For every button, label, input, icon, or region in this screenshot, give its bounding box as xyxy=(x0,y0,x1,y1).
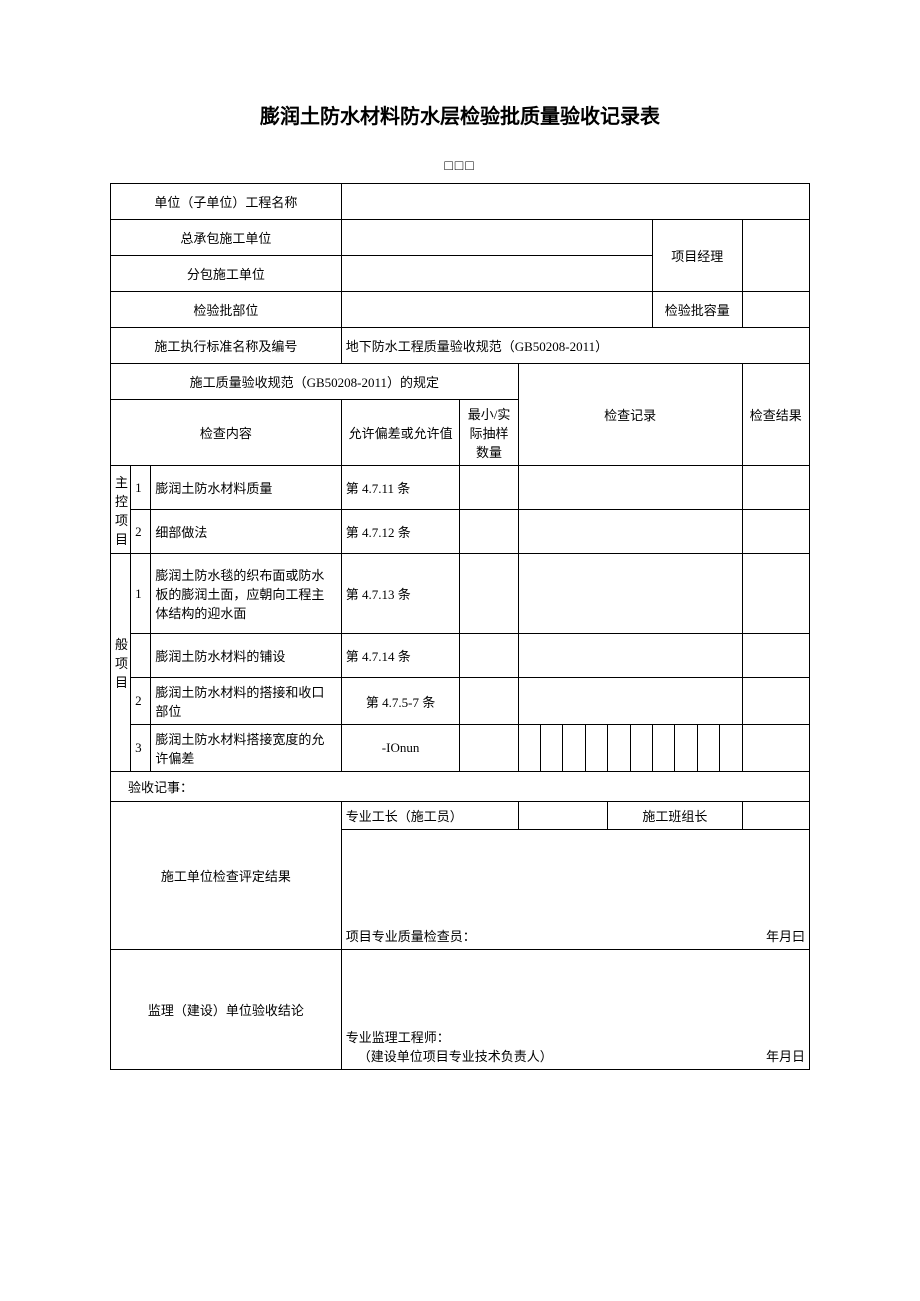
allow-value: 第 4.7.14 条 xyxy=(341,634,460,678)
check-content: 膨润土防水材料的搭接和收口部位 xyxy=(151,678,341,725)
table-row: 般项目 1 膨润土防水毯的织布面或防水板的膨润土面，应朝向工程主体结构的迎水面 … xyxy=(111,554,810,634)
batch-loc-label: 检验批部位 xyxy=(111,292,342,328)
record-cell[interactable] xyxy=(608,725,630,772)
sample-value[interactable] xyxy=(460,725,518,772)
row-number xyxy=(131,634,151,678)
record-cell[interactable] xyxy=(563,725,585,772)
general-group-label: 般项目 xyxy=(111,554,131,772)
record-cell[interactable] xyxy=(653,725,675,772)
record-cell[interactable] xyxy=(720,725,742,772)
allow-value: 第 4.7.11 条 xyxy=(341,466,460,510)
result-value[interactable] xyxy=(742,466,809,510)
date-label: 年月曰 xyxy=(766,926,805,945)
subcontractor-value[interactable] xyxy=(341,256,652,292)
check-content: 膨润土防水材料的铺设 xyxy=(151,634,341,678)
sample-value[interactable] xyxy=(460,554,518,634)
table-row: 2 膨润土防水材料的搭接和收口部位 第 4.7.5-7 条 xyxy=(111,678,810,725)
allow-value: -IOnun xyxy=(341,725,460,772)
result-value[interactable] xyxy=(742,678,809,725)
record-value[interactable] xyxy=(518,466,742,510)
row-number: 2 xyxy=(131,510,151,554)
contractor-value[interactable] xyxy=(341,220,652,256)
record-cell[interactable] xyxy=(541,725,563,772)
table-row: 3 膨润土防水材料搭接宽度的允许偏差 -IOnun xyxy=(111,725,810,772)
row-number: 3 xyxy=(131,725,151,772)
record-value[interactable] xyxy=(518,554,742,634)
allow-value: 第 4.7.5-7 条 xyxy=(341,678,460,725)
check-content: 膨润土防水毯的织布面或防水板的膨润土面，应朝向工程主体结构的迎水面 xyxy=(151,554,341,634)
allow-value: 第 4.7.13 条 xyxy=(341,554,460,634)
team-label: 施工班组长 xyxy=(608,802,742,830)
std-label: 施工执行标准名称及编号 xyxy=(111,328,342,364)
record-label: 检查记录 xyxy=(518,364,742,466)
check-content: 膨润土防水材料搭接宽度的允许偏差 xyxy=(151,725,341,772)
record-cell[interactable] xyxy=(675,725,697,772)
subcontractor-label: 分包施工单位 xyxy=(111,256,342,292)
inspector-label: 项目专业质量检查员： xyxy=(346,926,476,945)
table-row: 主控项目 1 膨润土防水材料质量 第 4.7.11 条 xyxy=(111,466,810,510)
record-cell[interactable] xyxy=(585,725,607,772)
unit-name-label: 单位（子单位）工程名称 xyxy=(111,184,342,220)
foreman-label: 专业工长（施工员） xyxy=(341,802,518,830)
sample-value[interactable] xyxy=(460,634,518,678)
supervisor-engineer-label: 专业监理工程师： xyxy=(346,1027,805,1046)
record-value[interactable] xyxy=(518,678,742,725)
notes-text: 验收记事： xyxy=(128,780,193,795)
result-value[interactable] xyxy=(742,510,809,554)
checkbox-row: □□□ xyxy=(110,159,810,175)
sample-value[interactable] xyxy=(460,510,518,554)
result-value[interactable] xyxy=(742,634,809,678)
allow-label: 允许偏差或允许值 xyxy=(341,400,460,466)
inspector-cell[interactable]: 项目专业质量检查员： 年月曰 xyxy=(341,830,809,950)
check-content: 细部做法 xyxy=(151,510,341,554)
record-value[interactable] xyxy=(518,634,742,678)
date-label-2: 年月日 xyxy=(766,1046,805,1065)
unit-eval-label: 施工单位检查评定结果 xyxy=(111,802,342,950)
batch-loc-value[interactable] xyxy=(341,292,652,328)
record-cell[interactable] xyxy=(630,725,652,772)
inspection-form-table: 单位（子单位）工程名称 总承包施工单位 项目经理 分包施工单位 检验批部位 检验… xyxy=(110,183,810,1070)
row-number: 1 xyxy=(131,554,151,634)
contractor-label: 总承包施工单位 xyxy=(111,220,342,256)
record-cell[interactable] xyxy=(697,725,719,772)
main-ctrl-group-label: 主控项目 xyxy=(111,466,131,554)
sample-label: 最小/实际抽样数量 xyxy=(460,400,518,466)
table-row: 2 细部做法 第 4.7.12 条 xyxy=(111,510,810,554)
record-cell[interactable] xyxy=(518,725,540,772)
supervisor-cell[interactable]: 专业监理工程师： （建设单位项目专业技术负责人） 年月日 xyxy=(341,950,809,1070)
supervisor-conclusion-label: 监理（建设）单位验收结论 xyxy=(111,950,342,1070)
std-value: 地下防水工程质量验收规范（GB50208-2011） xyxy=(341,328,809,364)
sample-value[interactable] xyxy=(460,466,518,510)
sample-value[interactable] xyxy=(460,678,518,725)
foreman-value[interactable] xyxy=(518,802,608,830)
batch-cap-value[interactable] xyxy=(742,292,809,328)
unit-name-value[interactable] xyxy=(341,184,809,220)
table-row: 膨润土防水材料的铺设 第 4.7.14 条 xyxy=(111,634,810,678)
result-label: 检查结果 xyxy=(742,364,809,466)
team-value[interactable] xyxy=(742,802,809,830)
result-value[interactable] xyxy=(742,554,809,634)
spec-label: 施工质量验收规范（GB50208-2011）的规定 xyxy=(111,364,519,400)
allow-value: 第 4.7.12 条 xyxy=(341,510,460,554)
notes-label: 验收记事： xyxy=(111,772,810,802)
record-value[interactable] xyxy=(518,510,742,554)
check-content: 膨润土防水材料质量 xyxy=(151,466,341,510)
result-value[interactable] xyxy=(742,725,809,772)
pm-label: 项目经理 xyxy=(653,220,743,292)
row-number: 2 xyxy=(131,678,151,725)
batch-cap-label: 检验批容量 xyxy=(653,292,743,328)
row-number: 1 xyxy=(131,466,151,510)
pm-value[interactable] xyxy=(742,220,809,292)
check-content-label: 检查内容 xyxy=(111,400,342,466)
document-title: 膨润土防水材料防水层检验批质量验收记录表 xyxy=(110,100,810,129)
owner-tech-label: （建设单位项目专业技术负责人） xyxy=(346,1046,553,1065)
